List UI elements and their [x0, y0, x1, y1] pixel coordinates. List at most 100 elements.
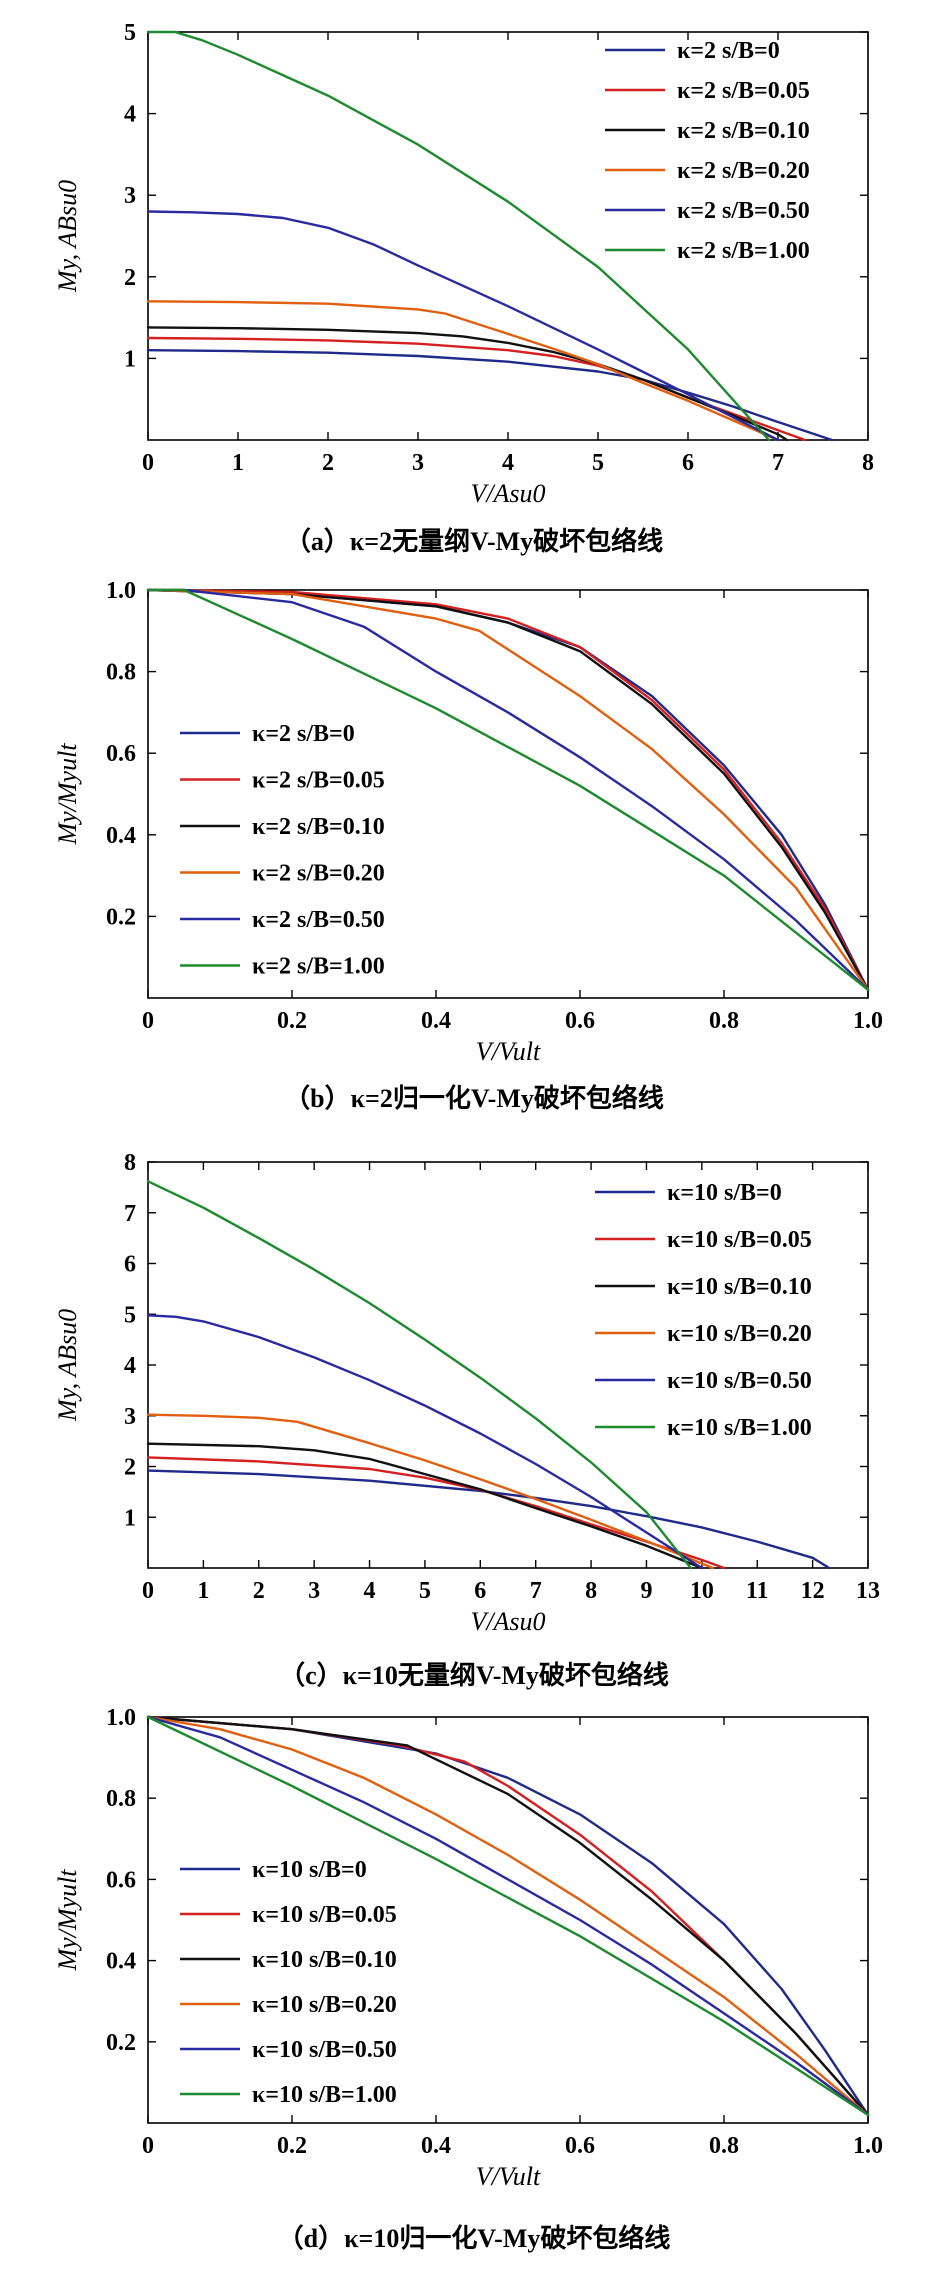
legend-label: κ=10 s/B=0: [667, 1180, 782, 1206]
chart-d: 0 0.2 0.4 0.6 0.8 1.0 0.2 0.4 0.6 0.8 1.0 V/Vult My/…: [53, 1705, 883, 2253]
x-tick-label: 0: [142, 2133, 154, 2159]
x-tick-label: 0.8: [709, 2133, 739, 2159]
x-tick-label: 12: [801, 1578, 825, 1604]
series-line: [146, 1469, 831, 1570]
legend-label: κ=2 s/B=1.00: [252, 954, 385, 980]
x-axis-label: V/Asu0: [470, 479, 545, 508]
x-tick-label: 4: [502, 450, 514, 476]
chart-a: 0 1 2 3 4 5 6 7 8 1 2 3 4 5 V/Asu0 My, ABsu0 κ=2 s/B=0 κ=…: [53, 20, 874, 556]
figure-caption: （d）κ=10归一化V-My破坏包络线: [278, 2223, 671, 2253]
y-tick-label: 0.4: [106, 1949, 136, 1975]
series-line: [146, 588, 870, 991]
plot-frame: [147, 1161, 869, 1569]
y-tick-label: 4: [124, 102, 136, 128]
x-axis-label: V/Vult: [476, 1037, 541, 1066]
legend-label: κ=10 s/B=0.20: [252, 1992, 397, 2018]
series-line: [146, 1413, 715, 1570]
y-tick-label: 3: [124, 1404, 136, 1430]
x-tick-label: 1.0: [853, 1008, 883, 1034]
x-tick-label: 0: [142, 1008, 154, 1034]
plot-frame: [147, 1716, 869, 2124]
y-axis-label: My/Myult: [53, 743, 82, 846]
x-tick-label: 0: [142, 1578, 154, 1604]
x-tick-label: 5: [592, 450, 604, 476]
x-tick-label: 1: [232, 450, 244, 476]
y-tick-label: 0.4: [106, 823, 136, 849]
y-tick-label: 6: [124, 1252, 136, 1278]
x-tick-label: 10: [690, 1578, 714, 1604]
x-tick-label: 0.4: [421, 1008, 451, 1034]
y-tick-label: 0.8: [106, 1786, 136, 1812]
legend-label: κ=2 s/B=1.00: [677, 238, 810, 264]
y-tick-label: 0.6: [106, 1867, 136, 1893]
legend-label: κ=2 s/B=0.20: [677, 158, 810, 184]
x-tick-label: 1: [197, 1578, 209, 1604]
y-tick-label: 4: [124, 1353, 136, 1379]
legend-label: κ=2 s/B=0.05: [252, 768, 385, 794]
legend-label: κ=2 s/B=0.10: [677, 118, 810, 144]
x-tick-label: 6: [682, 450, 694, 476]
x-tick-label: 2: [253, 1578, 265, 1604]
y-tick-label: 5: [124, 1302, 136, 1328]
legend-label: κ=2 s/B=0.10: [252, 814, 385, 840]
x-tick-label: 1.0: [853, 2133, 883, 2159]
plot-frame: [147, 589, 869, 999]
legend-label: κ=10 s/B=0.05: [252, 1902, 397, 1928]
series-line: [146, 588, 870, 991]
series-line: [146, 1715, 870, 2117]
y-tick-label: 0.6: [106, 741, 136, 767]
x-tick-label: 3: [412, 450, 424, 476]
x-tick-label: 13: [856, 1578, 880, 1604]
x-tick-label: 0.6: [565, 2133, 595, 2159]
x-tick-label: 8: [585, 1578, 597, 1604]
y-tick-label: 5: [124, 20, 136, 46]
y-tick-label: 8: [124, 1150, 136, 1176]
y-tick-label: 0.2: [106, 904, 136, 930]
series-line: [146, 349, 834, 442]
x-axis-label: V/Asu0: [470, 1607, 545, 1636]
series-line: [146, 1715, 870, 2117]
series-line: [146, 336, 807, 442]
series-line: [146, 1442, 703, 1570]
legend-label: κ=2 s/B=0.50: [252, 907, 385, 933]
x-tick-label: 6: [474, 1578, 486, 1604]
legend-label: κ=10 s/B=0.20: [667, 1321, 812, 1347]
chart-b: 0 0.2 0.4 0.6 0.8 1.0 0.2 0.4 0.6 0.8 1.0 V/Vult My/…: [53, 578, 883, 1113]
series-line: [146, 326, 789, 442]
legend-label: κ=10 s/B=0.50: [252, 2037, 397, 2063]
series-line: [146, 1715, 870, 2117]
series-line: [146, 300, 780, 442]
legend-label: κ=10 s/B=0.10: [252, 1947, 397, 1973]
y-tick-label: 1: [124, 1505, 136, 1531]
y-tick-label: 1.0: [106, 1705, 136, 1731]
y-tick-label: 0.8: [106, 660, 136, 686]
legend-label: κ=10 s/B=1.00: [252, 2082, 397, 2108]
figure-caption: （c）κ=10无量纲V-My破坏包络线: [279, 1660, 669, 1690]
x-tick-label: 4: [364, 1578, 376, 1604]
y-tick-label: 2: [124, 265, 136, 291]
x-tick-label: 9: [640, 1578, 652, 1604]
y-tick-label: 1.0: [106, 578, 136, 604]
x-axis-label: V/Vult: [476, 2162, 541, 2191]
x-tick-label: 0.4: [421, 2133, 451, 2159]
x-tick-label: 5: [419, 1578, 431, 1604]
legend-label: κ=10 s/B=0.05: [667, 1227, 812, 1253]
series-line: [146, 1715, 870, 2117]
series-line: [146, 588, 870, 991]
y-axis-label: My, ABsu0: [53, 1309, 82, 1422]
x-tick-label: 0.6: [565, 1008, 595, 1034]
x-tick-label: 0: [142, 450, 154, 476]
legend-label: κ=2 s/B=0.50: [677, 198, 810, 224]
series-line: [146, 1715, 870, 2117]
series-line: [146, 1180, 692, 1570]
y-tick-label: 1: [124, 346, 136, 372]
x-tick-label: 7: [772, 450, 784, 476]
y-axis-label: My/Myult: [53, 1869, 82, 1972]
x-tick-label: 3: [308, 1578, 320, 1604]
y-tick-label: 3: [124, 183, 136, 209]
legend-label: κ=10 s/B=0.10: [667, 1274, 812, 1300]
x-tick-label: 0.2: [277, 2133, 307, 2159]
figure-caption: （b）κ=2归一化V-My破坏包络线: [284, 1083, 664, 1113]
